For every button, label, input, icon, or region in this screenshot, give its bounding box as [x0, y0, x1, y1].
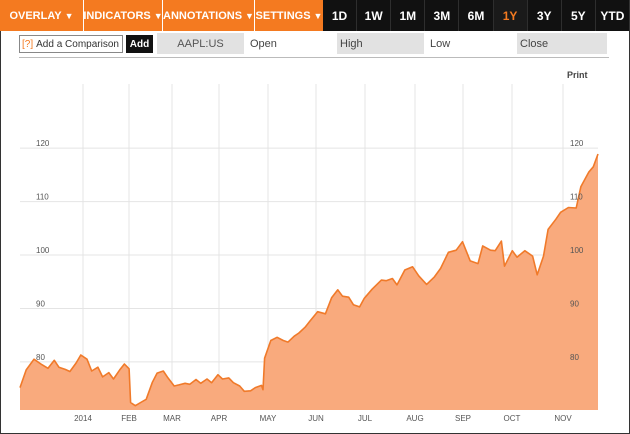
x-tick-label: JUL	[358, 414, 373, 423]
open-field: Open	[247, 33, 334, 54]
y-tick-label-left: 120	[36, 139, 50, 148]
y-tick-label-left: 100	[36, 246, 50, 255]
chevron-down-icon: ▼	[153, 10, 163, 21]
settings-menu[interactable]: SETTINGS ▼	[255, 0, 323, 31]
chevron-down-icon: ▼	[64, 10, 74, 21]
range-ytd-button[interactable]: YTD	[600, 8, 625, 23]
x-tick-label: SEP	[455, 414, 471, 423]
x-tick-label: APR	[211, 414, 228, 423]
comparison-input[interactable]: [?] Add a Comparison	[19, 35, 123, 53]
overlay-menu[interactable]: OVERLAY ▼	[0, 0, 84, 31]
indicators-menu-label: INDICATORS	[83, 9, 151, 22]
range-selector: 1D 1W 1M 3M 6M 1Y 3Y 5Y YTD	[323, 0, 629, 31]
range-5y-button[interactable]: 5Y	[562, 0, 596, 31]
x-tick-label: MAY	[260, 414, 277, 423]
y-tick-label-right: 90	[570, 299, 579, 308]
x-tick-label: JUN	[308, 414, 324, 423]
help-icon[interactable]: [?]	[22, 38, 34, 50]
print-link[interactable]: Print	[567, 70, 588, 80]
range-1m-button[interactable]: 1M	[391, 0, 426, 31]
x-tick-label: MAR	[163, 414, 181, 423]
range-3y-button[interactable]: 3Y	[528, 0, 562, 31]
annotations-menu[interactable]: ANNOTATIONS ▼	[163, 0, 255, 31]
ticker-field: AAPL:US	[157, 33, 244, 54]
x-tick-label: FEB	[121, 414, 137, 423]
x-tick-label: NOV	[554, 414, 572, 423]
indicators-menu[interactable]: INDICATORS ▼	[83, 0, 163, 31]
price-line	[19, 153, 599, 407]
divider	[19, 57, 609, 58]
range-1w-button[interactable]: 1W	[357, 0, 392, 31]
axis-labels: 2014 FEB MAR APR MAY JUN JUL AUG SEP OCT NOV 80 80 90…	[36, 139, 584, 423]
settings-menu-label: SETTINGS	[255, 9, 311, 22]
menu-bar: OVERLAY ▼ INDICATORS ▼ ANNOTATIONS ▼ SETTIN…	[0, 0, 323, 31]
low-field: Low	[427, 33, 514, 54]
range-1y-button[interactable]: 1Y	[493, 0, 528, 31]
price-area	[20, 154, 598, 410]
range-3m-button[interactable]: 3M	[425, 0, 460, 31]
y-tick-label-left: 80	[36, 353, 45, 362]
y-tick-label-right: 110	[570, 193, 583, 202]
comparison-placeholder: Add a Comparison	[36, 38, 119, 50]
x-tick-label: OCT	[504, 414, 521, 423]
annotations-menu-label: ANNOTATIONS	[163, 9, 243, 22]
y-tick-label-right: 120	[570, 139, 584, 148]
y-tick-label-right: 80	[570, 353, 579, 362]
y-tick-label-right: 100	[570, 246, 584, 255]
overlay-menu-label: OVERLAY	[9, 9, 62, 22]
high-field: High	[337, 33, 424, 54]
close-field: Close	[517, 33, 607, 54]
chevron-down-icon: ▼	[313, 10, 323, 21]
x-tick-label: 2014	[74, 414, 92, 423]
range-1d-button[interactable]: 1D	[323, 0, 358, 31]
y-tick-label-left: 90	[36, 299, 45, 308]
x-tick-label: AUG	[406, 414, 423, 423]
add-comparison-button[interactable]: Add	[126, 35, 153, 53]
chevron-down-icon: ▼	[245, 10, 254, 21]
range-6m-button[interactable]: 6M	[459, 0, 494, 31]
y-tick-label-left: 110	[36, 193, 49, 202]
grid	[20, 84, 598, 410]
area-series	[19, 153, 599, 410]
